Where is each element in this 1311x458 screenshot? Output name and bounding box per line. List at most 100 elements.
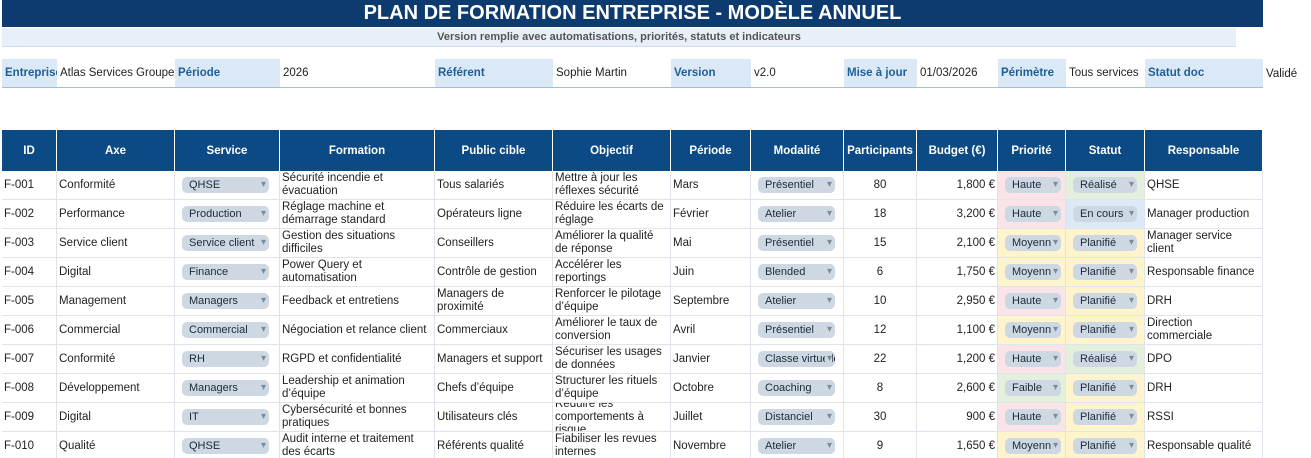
- dropdown[interactable]: Atelier: [758, 438, 835, 454]
- dropdown[interactable]: Coaching: [758, 380, 835, 396]
- dropdown[interactable]: Planifié: [1073, 235, 1137, 251]
- dropdown[interactable]: Planifié: [1073, 322, 1137, 338]
- info-label: Périmètre: [998, 59, 1066, 88]
- table-cell: Gestion des situations difficiles: [280, 229, 435, 258]
- table-cell: Fiabiliser les revues internes: [553, 432, 671, 458]
- table-cell: 18: [844, 200, 917, 229]
- dropdown-cell: QHSE: [175, 171, 280, 200]
- dropdown[interactable]: RH: [182, 351, 269, 367]
- dropdown[interactable]: Planifié: [1073, 293, 1137, 309]
- dropdown[interactable]: Planifié: [1073, 264, 1137, 280]
- dropdown[interactable]: Haute: [1005, 293, 1061, 309]
- table-cell: Management: [57, 287, 175, 316]
- table-cell: Mars: [671, 171, 751, 200]
- dropdown-cell: Faible: [998, 374, 1066, 403]
- dropdown-cell: Planifié: [1066, 229, 1145, 258]
- dropdown-cell: Moyenne: [998, 229, 1066, 258]
- dropdown[interactable]: Faible: [1005, 380, 1061, 396]
- table-cell: DRH: [1145, 287, 1263, 316]
- dropdown[interactable]: Production: [182, 206, 269, 222]
- dropdown[interactable]: Atelier: [758, 206, 835, 222]
- table-cell: Sécuriser les usages de données: [553, 345, 671, 374]
- table-cell: Service client: [57, 229, 175, 258]
- dropdown[interactable]: Haute: [1005, 409, 1061, 425]
- table-cell: F-009: [2, 403, 57, 432]
- dropdown[interactable]: Service client: [182, 235, 269, 251]
- dropdown[interactable]: Moyenne: [1005, 322, 1061, 338]
- dropdown[interactable]: Finance: [182, 264, 269, 280]
- table-cell: Améliorer la qualité de réponse: [553, 229, 671, 258]
- dropdown[interactable]: Haute: [1005, 351, 1061, 367]
- dropdown[interactable]: Managers: [182, 380, 269, 396]
- dropdown[interactable]: Commercial: [182, 322, 269, 338]
- dropdown[interactable]: QHSE: [182, 438, 269, 454]
- column-header: Public cible: [435, 130, 553, 171]
- dropdown[interactable]: Blended: [758, 264, 835, 280]
- table-cell: Tous salariés: [435, 171, 553, 200]
- table-cell: Feedback et entretiens: [280, 287, 435, 316]
- dropdown[interactable]: IT: [182, 409, 269, 425]
- table-cell: Opérateurs ligne: [435, 200, 553, 229]
- table-cell: Juillet: [671, 403, 751, 432]
- dropdown-cell: Planifié: [1066, 258, 1145, 287]
- table-cell: Conformité: [57, 345, 175, 374]
- table-cell: Utilisateurs clés: [435, 403, 553, 432]
- dropdown[interactable]: Planifié: [1073, 438, 1137, 454]
- table-cell: Manager production: [1145, 200, 1263, 229]
- dropdown[interactable]: Haute: [1005, 177, 1061, 193]
- dropdown[interactable]: En cours: [1073, 206, 1137, 222]
- dropdown[interactable]: Planifié: [1073, 380, 1137, 396]
- dropdown[interactable]: QHSE: [182, 177, 269, 193]
- dropdown-cell: Service client: [175, 229, 280, 258]
- table-cell: 1,800 €: [917, 171, 998, 200]
- title: PLAN DE FORMATION ENTREPRISE - MODÈLE AN…: [2, 0, 1263, 27]
- dropdown-cell: Réalisé: [1066, 171, 1145, 200]
- dropdown[interactable]: Planifié: [1073, 409, 1137, 425]
- dropdown[interactable]: Classe virtuelle: [758, 351, 835, 367]
- table-cell: Octobre: [671, 374, 751, 403]
- info-label: Mise à jour: [844, 59, 917, 88]
- table-cell: Renforcer le pilotage d’équipe: [553, 287, 671, 316]
- dropdown[interactable]: Haute: [1005, 206, 1061, 222]
- column-header: Modalité: [751, 130, 844, 171]
- dropdown[interactable]: Réalisé: [1073, 177, 1137, 193]
- table-cell: Février: [671, 200, 751, 229]
- dropdown[interactable]: Managers: [182, 293, 269, 309]
- dropdown-cell: Finance: [175, 258, 280, 287]
- dropdown[interactable]: Présentiel: [758, 322, 835, 338]
- dropdown[interactable]: Atelier: [758, 293, 835, 309]
- table-cell: F-002: [2, 200, 57, 229]
- table-cell: Septembre: [671, 287, 751, 316]
- table-cell: Chefs d’équipe: [435, 374, 553, 403]
- dropdown-cell: Présentiel: [751, 316, 844, 345]
- info-value: v2.0: [751, 59, 844, 88]
- table-cell: F-007: [2, 345, 57, 374]
- table-cell: Conseillers: [435, 229, 553, 258]
- column-header: Budget (€): [917, 130, 998, 171]
- table-cell: 30: [844, 403, 917, 432]
- table-cell: F-004: [2, 258, 57, 287]
- dropdown-cell: Moyenne: [998, 432, 1066, 458]
- dropdown[interactable]: Réalisé: [1073, 351, 1137, 367]
- dropdown-cell: Planifié: [1066, 432, 1145, 458]
- dropdown-cell: Moyenne: [998, 316, 1066, 345]
- dropdown-cell: Réalisé: [1066, 345, 1145, 374]
- column-header: Période: [671, 130, 751, 171]
- info-value: 01/03/2026: [917, 59, 998, 88]
- table-cell: 15: [844, 229, 917, 258]
- dropdown[interactable]: Présentiel: [758, 235, 835, 251]
- table-cell: 9: [844, 432, 917, 458]
- dropdown[interactable]: Moyenne: [1005, 438, 1061, 454]
- table-cell: Commercial: [57, 316, 175, 345]
- column-header: Axe: [57, 130, 175, 171]
- table-cell: Commerciaux: [435, 316, 553, 345]
- dropdown-cell: Atelier: [751, 200, 844, 229]
- dropdown[interactable]: Présentiel: [758, 177, 835, 193]
- dropdown-cell: Classe virtuelle: [751, 345, 844, 374]
- dropdown[interactable]: Moyenne: [1005, 264, 1061, 280]
- dropdown[interactable]: Moyenne: [1005, 235, 1061, 251]
- table-cell: Performance: [57, 200, 175, 229]
- dropdown[interactable]: Distanciel: [758, 409, 835, 425]
- dropdown-cell: Commercial: [175, 316, 280, 345]
- info-label: Statut doc: [1145, 59, 1263, 88]
